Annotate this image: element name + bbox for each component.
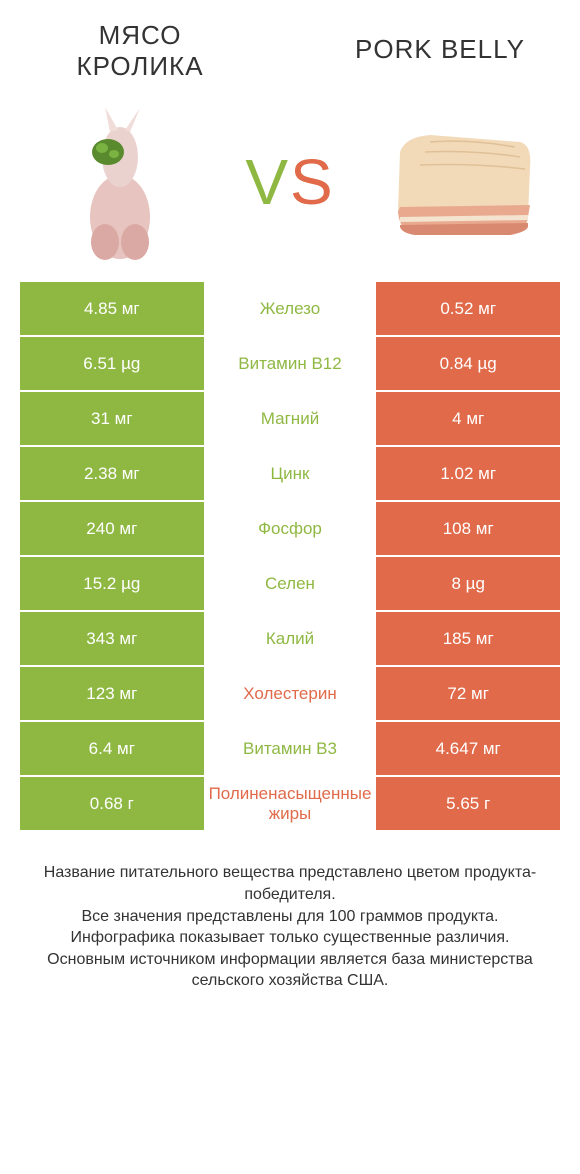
- footer-line4: Основным источником информации является …: [20, 949, 560, 992]
- header-row: МЯСО КРОЛИКА PORK BELLY: [0, 0, 580, 92]
- pork-belly-image: [380, 102, 540, 262]
- left-value-cell: 2.38 мг: [20, 447, 204, 500]
- right-value-cell: 4 мг: [376, 392, 560, 445]
- nutrient-label-cell: Цинк: [204, 447, 377, 500]
- rabbit-meat-image: [40, 102, 200, 262]
- nutrient-label-cell: Фосфор: [204, 502, 377, 555]
- left-value-cell: 6.51 µg: [20, 337, 204, 390]
- left-value-cell: 15.2 µg: [20, 557, 204, 610]
- left-value-cell: 31 мг: [20, 392, 204, 445]
- left-product-title: МЯСО КРОЛИКА: [40, 20, 240, 82]
- nutrient-label-cell: Железо: [204, 282, 377, 335]
- right-value-cell: 185 мг: [376, 612, 560, 665]
- table-row: 6.51 µgВитамин B120.84 µg: [20, 337, 560, 392]
- left-title-line1: МЯСО: [99, 20, 182, 50]
- nutrient-label-cell: Витамин B12: [204, 337, 377, 390]
- footer-line1: Название питательного вещества представл…: [20, 862, 560, 905]
- nutrient-label-cell: Холестерин: [204, 667, 377, 720]
- product-images-row: VS: [0, 92, 580, 282]
- nutrient-label-cell: Калий: [204, 612, 377, 665]
- nutrient-label-cell: Селен: [204, 557, 377, 610]
- right-value-cell: 5.65 г: [376, 777, 560, 830]
- right-value-cell: 0.52 мг: [376, 282, 560, 335]
- left-value-cell: 240 мг: [20, 502, 204, 555]
- footer-line3: Инфографика показывает только существенн…: [20, 927, 560, 949]
- footer-notes: Название питательного вещества представл…: [0, 832, 580, 992]
- right-value-cell: 72 мг: [376, 667, 560, 720]
- vs-v: V: [245, 146, 290, 218]
- right-value-cell: 0.84 µg: [376, 337, 560, 390]
- rabbit-icon: [50, 102, 190, 262]
- infographic-container: МЯСО КРОЛИКА PORK BELLY VS: [0, 0, 580, 992]
- nutrient-label-cell: Магний: [204, 392, 377, 445]
- pork-icon: [380, 117, 540, 247]
- right-value-cell: 4.647 мг: [376, 722, 560, 775]
- left-value-cell: 0.68 г: [20, 777, 204, 830]
- left-value-cell: 343 мг: [20, 612, 204, 665]
- footer-line2: Все значения представлены для 100 граммо…: [20, 906, 560, 928]
- left-title-line2: КРОЛИКА: [76, 51, 203, 81]
- left-value-cell: 6.4 мг: [20, 722, 204, 775]
- nutrient-label-cell: Полиненасыщенные жиры: [204, 777, 377, 830]
- vs-label: VS: [245, 145, 334, 219]
- left-value-cell: 123 мг: [20, 667, 204, 720]
- table-row: 4.85 мгЖелезо0.52 мг: [20, 282, 560, 337]
- table-row: 15.2 µgСелен8 µg: [20, 557, 560, 612]
- table-row: 31 мгМагний4 мг: [20, 392, 560, 447]
- nutrient-label-cell: Витамин B3: [204, 722, 377, 775]
- table-row: 2.38 мгЦинк1.02 мг: [20, 447, 560, 502]
- table-row: 123 мгХолестерин72 мг: [20, 667, 560, 722]
- left-value-cell: 4.85 мг: [20, 282, 204, 335]
- table-row: 240 мгФосфор108 мг: [20, 502, 560, 557]
- right-value-cell: 108 мг: [376, 502, 560, 555]
- table-row: 6.4 мгВитамин B34.647 мг: [20, 722, 560, 777]
- table-row: 343 мгКалий185 мг: [20, 612, 560, 667]
- right-value-cell: 1.02 мг: [376, 447, 560, 500]
- vs-s: S: [290, 146, 335, 218]
- table-row: 0.68 гПолиненасыщенные жиры5.65 г: [20, 777, 560, 832]
- comparison-table: 4.85 мгЖелезо0.52 мг6.51 µgВитамин B120.…: [20, 282, 560, 832]
- right-value-cell: 8 µg: [376, 557, 560, 610]
- right-product-title: PORK BELLY: [340, 20, 540, 65]
